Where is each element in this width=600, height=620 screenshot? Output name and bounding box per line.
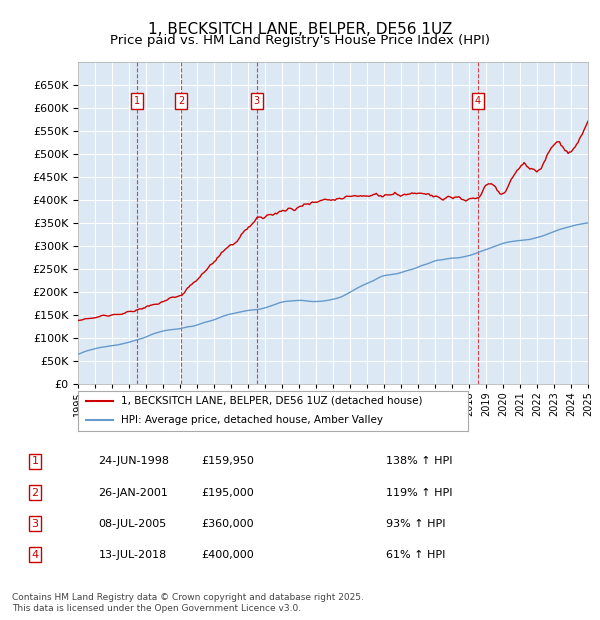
Text: £400,000: £400,000: [201, 550, 254, 560]
Text: 08-JUL-2005: 08-JUL-2005: [98, 518, 167, 529]
Text: 61% ↑ HPI: 61% ↑ HPI: [386, 550, 446, 560]
Text: 26-JAN-2001: 26-JAN-2001: [98, 487, 168, 497]
Text: 1: 1: [134, 95, 140, 105]
Text: £195,000: £195,000: [201, 487, 254, 497]
Text: £360,000: £360,000: [201, 518, 254, 529]
Text: 2: 2: [31, 487, 38, 497]
Text: 3: 3: [32, 518, 38, 529]
Text: 1, BECKSITCH LANE, BELPER, DE56 1UZ: 1, BECKSITCH LANE, BELPER, DE56 1UZ: [148, 22, 452, 37]
Text: 119% ↑ HPI: 119% ↑ HPI: [386, 487, 453, 497]
Text: 4: 4: [475, 95, 481, 105]
Text: 3: 3: [254, 95, 260, 105]
Text: 4: 4: [31, 550, 38, 560]
Text: 138% ↑ HPI: 138% ↑ HPI: [386, 456, 453, 466]
Text: £159,950: £159,950: [201, 456, 254, 466]
Text: 2: 2: [178, 95, 184, 105]
Text: Price paid vs. HM Land Registry's House Price Index (HPI): Price paid vs. HM Land Registry's House …: [110, 34, 490, 47]
Text: 1, BECKSITCH LANE, BELPER, DE56 1UZ (detached house): 1, BECKSITCH LANE, BELPER, DE56 1UZ (det…: [121, 396, 422, 405]
Text: Contains HM Land Registry data © Crown copyright and database right 2025.
This d: Contains HM Land Registry data © Crown c…: [12, 593, 364, 613]
Text: 93% ↑ HPI: 93% ↑ HPI: [386, 518, 446, 529]
Text: 24-JUN-1998: 24-JUN-1998: [98, 456, 169, 466]
Text: 1: 1: [32, 456, 38, 466]
Text: 13-JUL-2018: 13-JUL-2018: [98, 550, 167, 560]
Text: HPI: Average price, detached house, Amber Valley: HPI: Average price, detached house, Ambe…: [121, 415, 383, 425]
